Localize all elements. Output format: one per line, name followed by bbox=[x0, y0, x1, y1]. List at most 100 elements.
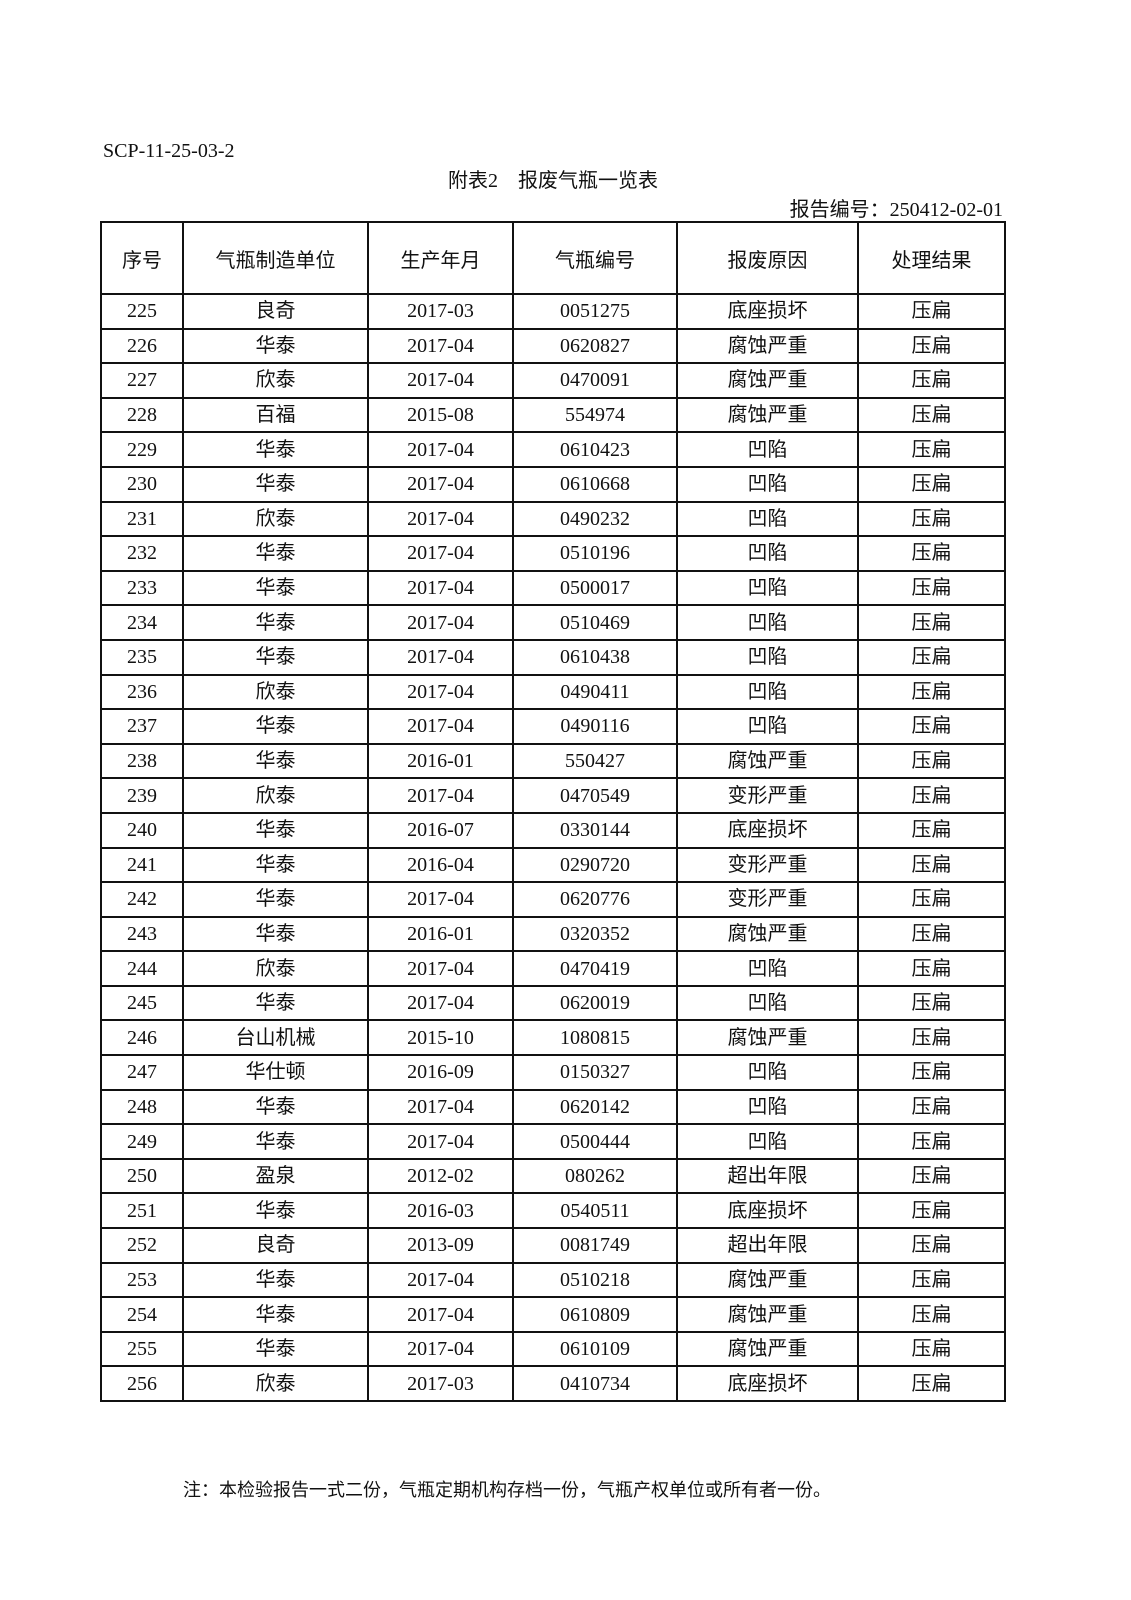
cell-scrap-reason: 底座损坏 bbox=[676, 1365, 859, 1402]
cell-serial: 233 bbox=[100, 569, 184, 607]
cell-serial: 226 bbox=[100, 327, 184, 365]
table-row: 228 百福 2015-08 554974 腐蚀严重 压扁 bbox=[100, 396, 1006, 434]
table-row: 247 华仕顿 2016-09 0150327 凹陷 压扁 bbox=[100, 1054, 1006, 1091]
cell-serial: 234 bbox=[100, 604, 184, 641]
cell-cylinder-number: 0490232 bbox=[512, 500, 678, 538]
table-row: 251 华泰 2016-03 0540511 底座损坏 压扁 bbox=[100, 1192, 1006, 1230]
cell-disposal-result: 压扁 bbox=[857, 673, 1006, 711]
cell-manufacturer: 华泰 bbox=[182, 1088, 369, 1126]
table-row: 227 欣泰 2017-04 0470091 腐蚀严重 压扁 bbox=[100, 362, 1006, 399]
cell-production-date: 2017-04 bbox=[367, 1261, 514, 1299]
footnote: 注：本检验报告一式二份，气瓶定期机构存档一份，气瓶产权单位或所有者一份。 bbox=[183, 1480, 831, 1500]
cell-scrap-reason: 凹陷 bbox=[676, 569, 859, 607]
cell-manufacturer: 良奇 bbox=[182, 293, 369, 330]
cell-scrap-reason: 腐蚀严重 bbox=[676, 742, 859, 780]
cell-production-date: 2017-04 bbox=[367, 465, 514, 503]
cell-scrap-reason: 底座损坏 bbox=[676, 811, 859, 849]
cell-cylinder-number: 0620142 bbox=[512, 1088, 678, 1126]
cell-cylinder-number: 0490411 bbox=[512, 673, 678, 711]
cell-cylinder-number: 0500017 bbox=[512, 569, 678, 607]
cell-cylinder-number: 0081749 bbox=[512, 1227, 678, 1264]
cell-cylinder-number: 0510196 bbox=[512, 535, 678, 572]
cell-cylinder-number: 0610109 bbox=[512, 1330, 678, 1368]
cell-scrap-reason: 腐蚀严重 bbox=[676, 915, 859, 953]
cell-cylinder-number: 1080815 bbox=[512, 1019, 678, 1057]
cell-scrap-reason: 凹陷 bbox=[676, 535, 859, 572]
cell-manufacturer: 华泰 bbox=[182, 327, 369, 365]
cell-production-date: 2017-04 bbox=[367, 1123, 514, 1160]
cell-production-date: 2017-04 bbox=[367, 950, 514, 987]
cell-cylinder-number: 0610809 bbox=[512, 1296, 678, 1333]
cell-disposal-result: 压扁 bbox=[857, 1227, 1006, 1264]
cell-cylinder-number: 080262 bbox=[512, 1157, 678, 1195]
cell-disposal-result: 压扁 bbox=[857, 984, 1006, 1022]
cell-production-date: 2013-09 bbox=[367, 1227, 514, 1264]
cell-disposal-result: 压扁 bbox=[857, 327, 1006, 365]
table-row: 241 华泰 2016-04 0290720 变形严重 压扁 bbox=[100, 846, 1006, 884]
cell-scrap-reason: 凹陷 bbox=[676, 1088, 859, 1126]
cell-cylinder-number: 0500444 bbox=[512, 1123, 678, 1160]
page-title: 附表2 报废气瓶一览表 bbox=[448, 170, 658, 192]
cell-manufacturer: 欣泰 bbox=[182, 950, 369, 987]
cell-manufacturer: 台山机械 bbox=[182, 1019, 369, 1057]
cell-cylinder-number: 0150327 bbox=[512, 1054, 678, 1091]
table-row: 256 欣泰 2017-03 0410734 底座损坏 压扁 bbox=[100, 1365, 1006, 1402]
cell-scrap-reason: 凹陷 bbox=[676, 1123, 859, 1160]
cell-disposal-result: 压扁 bbox=[857, 915, 1006, 953]
header-serial: 序号 bbox=[100, 221, 184, 295]
table-row: 235 华泰 2017-04 0610438 凹陷 压扁 bbox=[100, 638, 1006, 676]
cell-manufacturer: 华泰 bbox=[182, 604, 369, 641]
cell-serial: 254 bbox=[100, 1296, 184, 1333]
cell-serial: 230 bbox=[100, 465, 184, 503]
cell-serial: 235 bbox=[100, 638, 184, 676]
cell-serial: 256 bbox=[100, 1365, 184, 1402]
cell-disposal-result: 压扁 bbox=[857, 638, 1006, 676]
header-scrap-reason: 报废原因 bbox=[676, 221, 859, 295]
cell-disposal-result: 压扁 bbox=[857, 1157, 1006, 1195]
cell-manufacturer: 华泰 bbox=[182, 708, 369, 745]
table-row: 246 台山机械 2015-10 1080815 腐蚀严重 压扁 bbox=[100, 1019, 1006, 1057]
cell-scrap-reason: 变形严重 bbox=[676, 846, 859, 884]
cell-disposal-result: 压扁 bbox=[857, 742, 1006, 780]
cell-serial: 240 bbox=[100, 811, 184, 849]
cell-production-date: 2017-04 bbox=[367, 569, 514, 607]
cell-scrap-reason: 变形严重 bbox=[676, 777, 859, 814]
cell-cylinder-number: 0320352 bbox=[512, 915, 678, 953]
cell-serial: 249 bbox=[100, 1123, 184, 1160]
cell-serial: 238 bbox=[100, 742, 184, 780]
cell-serial: 236 bbox=[100, 673, 184, 711]
table-row: 250 盈泉 2012-02 080262 超出年限 压扁 bbox=[100, 1157, 1006, 1195]
cell-scrap-reason: 凹陷 bbox=[676, 638, 859, 676]
cell-production-date: 2015-08 bbox=[367, 396, 514, 434]
cell-disposal-result: 压扁 bbox=[857, 431, 1006, 468]
cell-scrap-reason: 腐蚀严重 bbox=[676, 362, 859, 399]
cell-manufacturer: 华泰 bbox=[182, 846, 369, 884]
cell-manufacturer: 华泰 bbox=[182, 742, 369, 780]
cell-serial: 243 bbox=[100, 915, 184, 953]
cell-production-date: 2017-04 bbox=[367, 327, 514, 365]
cell-manufacturer: 华泰 bbox=[182, 1192, 369, 1230]
cell-cylinder-number: 0470549 bbox=[512, 777, 678, 814]
cell-production-date: 2017-04 bbox=[367, 777, 514, 814]
table-row: 243 华泰 2016-01 0320352 腐蚀严重 压扁 bbox=[100, 915, 1006, 953]
cell-cylinder-number: 554974 bbox=[512, 396, 678, 434]
cell-manufacturer: 华泰 bbox=[182, 881, 369, 918]
cell-scrap-reason: 腐蚀严重 bbox=[676, 1330, 859, 1368]
cell-scrap-reason: 凹陷 bbox=[676, 673, 859, 711]
cell-serial: 231 bbox=[100, 500, 184, 538]
cell-production-date: 2016-03 bbox=[367, 1192, 514, 1230]
table-row: 230 华泰 2017-04 0610668 凹陷 压扁 bbox=[100, 465, 1006, 503]
cell-production-date: 2017-04 bbox=[367, 881, 514, 918]
cell-serial: 251 bbox=[100, 1192, 184, 1230]
cell-manufacturer: 华泰 bbox=[182, 915, 369, 953]
cell-disposal-result: 压扁 bbox=[857, 293, 1006, 330]
cell-scrap-reason: 腐蚀严重 bbox=[676, 1296, 859, 1333]
cell-scrap-reason: 凹陷 bbox=[676, 500, 859, 538]
cell-manufacturer: 华泰 bbox=[182, 1261, 369, 1299]
cell-cylinder-number: 0620019 bbox=[512, 984, 678, 1022]
table-row: 249 华泰 2017-04 0500444 凹陷 压扁 bbox=[100, 1123, 1006, 1160]
cell-serial: 245 bbox=[100, 984, 184, 1022]
cell-cylinder-number: 0510218 bbox=[512, 1261, 678, 1299]
table-row: 244 欣泰 2017-04 0470419 凹陷 压扁 bbox=[100, 950, 1006, 987]
cell-scrap-reason: 凹陷 bbox=[676, 465, 859, 503]
